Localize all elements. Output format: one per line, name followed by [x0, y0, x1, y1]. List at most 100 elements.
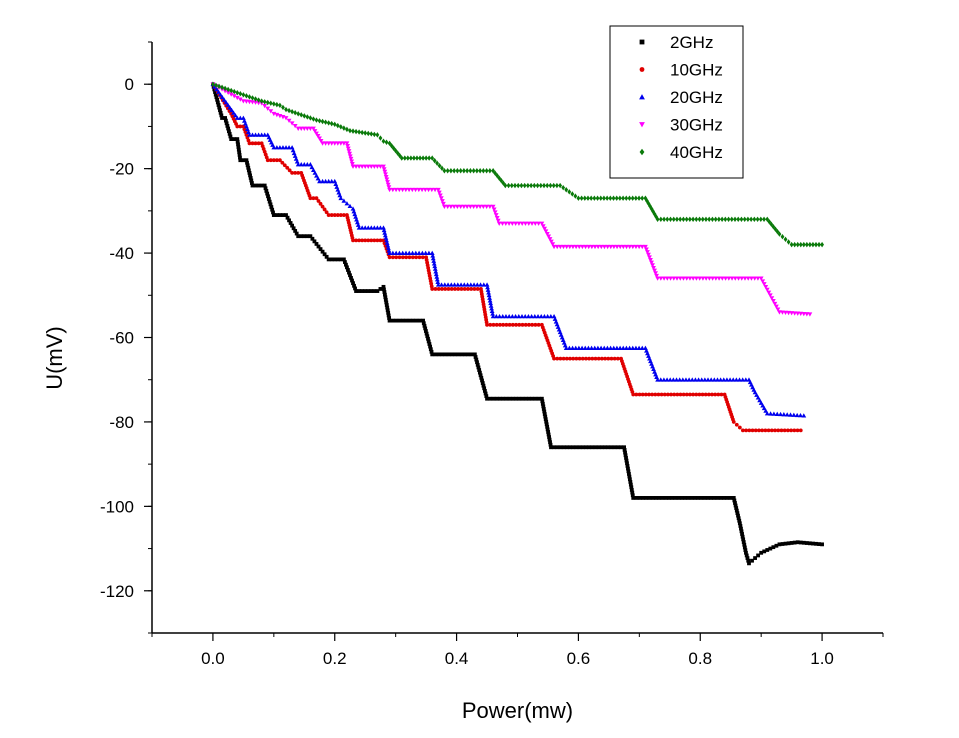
- data-point: [332, 213, 337, 217]
- data-point: [401, 318, 405, 323]
- data-point: [353, 164, 359, 169]
- data-point: [404, 255, 409, 260]
- data-point: [549, 445, 553, 450]
- data-point: [766, 428, 771, 433]
- data-point: [455, 282, 461, 287]
- data-point: [786, 428, 790, 433]
- data-point: [462, 287, 467, 291]
- data-point: [360, 238, 365, 243]
- data-point: [611, 345, 617, 350]
- x-tick-label: 0.2: [323, 649, 347, 668]
- data-point: [426, 187, 431, 193]
- data-point: [733, 501, 737, 505]
- data-point: [434, 277, 440, 282]
- data-point: [713, 392, 718, 397]
- data-point: [253, 132, 258, 137]
- data-point: [627, 472, 631, 476]
- data-point: [509, 313, 515, 319]
- data-point: [731, 496, 736, 500]
- data-point: [393, 250, 399, 255]
- data-point: [808, 241, 812, 248]
- data-point: [262, 183, 267, 188]
- x-tick-label: 0.0: [201, 649, 225, 668]
- data-point: [225, 124, 230, 128]
- data-point: [349, 162, 355, 167]
- data-point: [474, 204, 480, 210]
- data-point: [671, 276, 677, 281]
- data-point: [324, 254, 329, 259]
- data-point: [223, 116, 227, 120]
- data-point: [509, 221, 515, 226]
- data-point: [271, 158, 276, 163]
- data-point: [798, 413, 803, 418]
- data-point: [681, 276, 686, 281]
- data-point: [265, 191, 270, 196]
- data-point: [667, 377, 673, 382]
- data-point: [245, 160, 249, 165]
- legend-item: 20GHz: [639, 88, 723, 107]
- data-point: [438, 196, 444, 201]
- data-point: [329, 257, 334, 262]
- data-point: [263, 186, 268, 191]
- data-point: [351, 128, 355, 134]
- data-point: [282, 163, 287, 168]
- data-point: [288, 221, 293, 225]
- data-point: [466, 287, 470, 291]
- data-point: [628, 482, 633, 487]
- data-point: [432, 157, 437, 164]
- data-point: [485, 284, 490, 290]
- data-point: [410, 255, 415, 260]
- data-point: [570, 244, 576, 250]
- data-point: [491, 322, 496, 327]
- data-point: [711, 377, 717, 382]
- data-point: [430, 287, 435, 291]
- data-point: [271, 210, 275, 215]
- data-point: [307, 126, 313, 131]
- data-point: [335, 257, 340, 262]
- data-point: [668, 276, 673, 281]
- data-point: [384, 139, 389, 145]
- data-point: [592, 244, 598, 250]
- data-point: [649, 260, 654, 265]
- data-point: [533, 396, 538, 401]
- data-point: [366, 238, 371, 243]
- data-point: [265, 158, 270, 163]
- data-point: [391, 318, 395, 323]
- data-point: [404, 318, 409, 323]
- data-point: [445, 168, 450, 174]
- data-point: [586, 195, 590, 201]
- data-point: [745, 276, 751, 281]
- data-point: [419, 187, 425, 193]
- data-point: [383, 295, 388, 300]
- data-point: [579, 345, 585, 350]
- data-point: [700, 276, 706, 281]
- data-point: [295, 162, 301, 167]
- data-point: [305, 234, 310, 239]
- data-point: [461, 204, 467, 210]
- data-point: [489, 308, 495, 314]
- data-point: [374, 164, 380, 169]
- data-point: [458, 282, 464, 287]
- data-point: [612, 445, 617, 450]
- data-point: [414, 255, 419, 260]
- data-point: [741, 540, 746, 544]
- data-point: [737, 521, 742, 526]
- data-point: [436, 352, 441, 357]
- data-point: [480, 204, 486, 210]
- data-point: [295, 126, 301, 131]
- data-point: [338, 141, 344, 146]
- data-point: [362, 164, 368, 169]
- data-point: [423, 250, 429, 255]
- data-point: [302, 234, 307, 239]
- data-point: [385, 180, 390, 185]
- data-point: [481, 383, 486, 388]
- data-point: [789, 541, 794, 545]
- data-point: [464, 204, 470, 210]
- data-point: [780, 542, 785, 546]
- data-point: [280, 160, 285, 165]
- data-point: [817, 241, 821, 248]
- data-point: [709, 496, 713, 500]
- data-point: [469, 287, 474, 291]
- data-point: [551, 313, 557, 319]
